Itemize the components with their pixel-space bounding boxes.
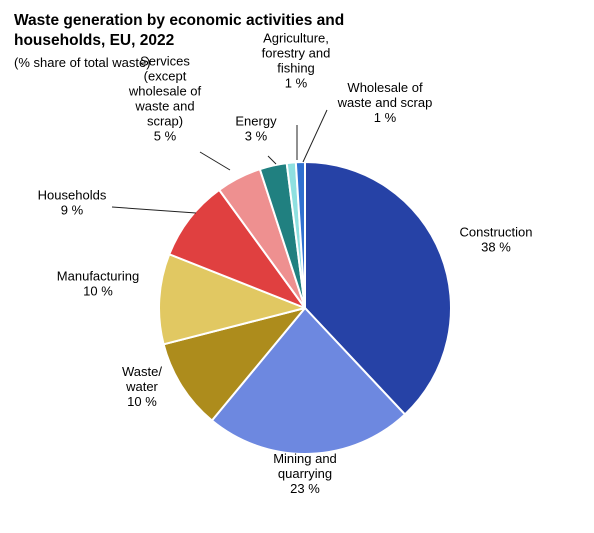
pie-slice [168,188,306,309]
slice-label: Construction 38 % [460,225,533,255]
pie-slice [304,161,452,416]
pie-slice [210,307,406,455]
slice-label: Wholesale of waste and scrap 1 % [337,80,433,125]
slice-value-label: 10 % [127,394,157,409]
slice-label: Services (except wholesale of waste and scra… [128,54,202,144]
slice-name-label: scrap) [147,114,183,129]
slice-name-label: waste and scrap [337,95,433,110]
slice-name-label: Energy [235,114,277,129]
slice-name-label: Manufacturing [57,269,139,284]
slice-value-label: 3 % [245,129,268,144]
slice-name-label: Households [38,188,107,203]
slice-name-label: Waste/ [122,364,162,379]
slice-name-label: Mining and [273,451,337,466]
pie-slice [294,161,306,309]
slice-label: Waste/water 10 % [122,364,162,409]
leader-line [111,206,197,214]
slice-value-label: 1 % [374,110,397,125]
slice-name-label: Services [140,54,190,69]
slice-name-label: waste and [134,99,194,114]
pie-slices [158,161,452,455]
slice-name-label: (except [144,69,187,84]
slice-value-label: 23 % [290,481,320,496]
slice-label: Energy 3 % [235,114,277,144]
slice-label: Households 9 % [38,188,107,218]
slice-value-label: 5 % [154,129,177,144]
chart-title: Waste generation by economic activities … [14,11,574,51]
slice-labels: Construction 38 % Mining and quarrying 23 % W… [38,31,533,497]
slice-name-label: forestry and [262,46,331,61]
leader-line [302,109,328,163]
pie-slice [158,253,306,346]
leader-line [199,151,231,171]
chart-title-line-1: Waste generation by economic activities … [14,12,345,29]
chart-subtitle: (% share of total waste) [14,55,151,70]
slice-name-label: water [125,379,158,394]
slice-value-label: 9 % [61,203,84,218]
slice-name-label: fishing [277,61,315,76]
slice-label: Manufacturing 10 % [57,269,139,299]
slice-label: Agriculture, forestry and fishing 1 % [262,31,331,91]
slice-value-label: 10 % [83,284,113,299]
slice-name-label: Wholesale of [347,80,423,95]
slice-value-label: 38 % [481,240,511,255]
slice-name-label: quarrying [278,466,332,481]
chart-title-line-2: households, EU, 2022 [14,32,175,49]
slice-label: Mining and quarrying 23 % [273,451,337,496]
leader-line [267,155,277,165]
slice-value-label: 1 % [285,76,308,91]
slice-name-label: wholesale of [128,84,202,99]
slice-name-label: Construction [460,225,533,240]
slice-name-label: Agriculture, [263,31,329,46]
